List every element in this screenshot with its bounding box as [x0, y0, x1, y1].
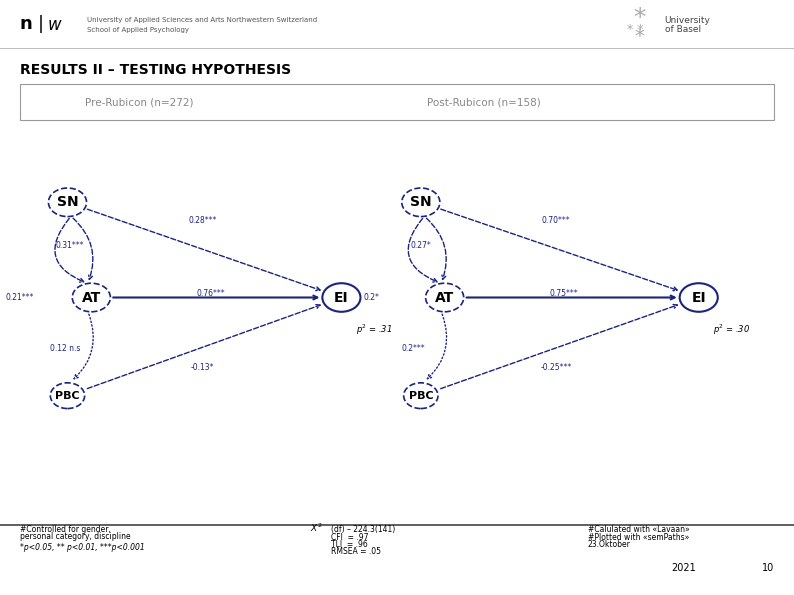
- Text: #Plotted with «semPaths»: #Plotted with «semPaths»: [588, 533, 689, 541]
- Text: RMSEA = .05: RMSEA = .05: [331, 547, 381, 556]
- Text: n: n: [20, 14, 33, 33]
- Text: $X^2$: $X^2$: [310, 522, 322, 534]
- Text: EI: EI: [334, 290, 349, 305]
- Circle shape: [50, 383, 85, 409]
- Text: University: University: [665, 15, 711, 24]
- Text: |: |: [38, 14, 44, 33]
- Text: Post-Rubicon (n=158): Post-Rubicon (n=158): [427, 98, 542, 108]
- Circle shape: [426, 283, 464, 312]
- Text: $p^2$ = .31: $p^2$ = .31: [356, 323, 392, 337]
- Text: (df) – 224.3(141): (df) – 224.3(141): [331, 525, 395, 534]
- Text: EI: EI: [692, 290, 706, 305]
- Text: *p<0.05, ** p<0.01, ***p<0.001: *p<0.05, ** p<0.01, ***p<0.001: [20, 543, 145, 552]
- Text: SN: SN: [410, 195, 432, 209]
- Text: TLI  = .96: TLI = .96: [331, 540, 368, 549]
- Text: 23.Oktober: 23.Oktober: [588, 540, 630, 549]
- Text: 0.75***: 0.75***: [549, 289, 578, 298]
- Circle shape: [72, 283, 110, 312]
- Text: 0.70***: 0.70***: [542, 215, 570, 225]
- Text: $p^2$ = .30: $p^2$ = .30: [713, 323, 750, 337]
- Text: CFI  = .97: CFI = .97: [331, 533, 368, 541]
- Text: Pre-Rubicon (n=272): Pre-Rubicon (n=272): [85, 98, 193, 108]
- Text: 0.2***: 0.2***: [401, 343, 425, 353]
- Text: School of Applied Psychology: School of Applied Psychology: [87, 27, 189, 33]
- Circle shape: [680, 283, 718, 312]
- Text: #Controlled for gender,: #Controlled for gender,: [20, 525, 110, 534]
- Circle shape: [322, 283, 360, 312]
- Text: 0.27*: 0.27*: [410, 241, 431, 250]
- Text: PBC: PBC: [55, 391, 80, 400]
- Text: AT: AT: [82, 290, 101, 305]
- Circle shape: [403, 383, 438, 409]
- Text: #Calulated with «Lavaan»: #Calulated with «Lavaan»: [588, 525, 689, 534]
- Text: w: w: [48, 15, 61, 34]
- Text: *: *: [634, 27, 644, 46]
- Text: PBC: PBC: [408, 391, 434, 400]
- Text: -0.13*: -0.13*: [191, 363, 214, 372]
- Text: 0.76***: 0.76***: [196, 289, 225, 298]
- Text: personal category, discipline: personal category, discipline: [20, 532, 130, 541]
- Text: 0.12 n.s: 0.12 n.s: [50, 343, 80, 353]
- Text: SN: SN: [56, 195, 79, 209]
- Text: 10: 10: [762, 563, 774, 573]
- Text: RESULTS II – TESTING HYPOTHESIS: RESULTS II – TESTING HYPOTHESIS: [20, 63, 291, 77]
- Circle shape: [402, 188, 440, 217]
- Text: 2021: 2021: [671, 563, 696, 573]
- Text: -0.25***: -0.25***: [540, 363, 572, 372]
- Circle shape: [48, 188, 87, 217]
- Text: 0.2*: 0.2*: [364, 293, 380, 302]
- Text: of Basel: of Basel: [665, 25, 700, 34]
- Text: *: *: [633, 6, 646, 30]
- Text: 0.28***: 0.28***: [188, 215, 217, 225]
- Text: University of Applied Sciences and Arts Northwestern Switzerland: University of Applied Sciences and Arts …: [87, 17, 318, 23]
- Text: * *: * *: [627, 23, 643, 36]
- Text: 0.31***: 0.31***: [56, 241, 84, 250]
- Text: AT: AT: [435, 290, 454, 305]
- FancyBboxPatch shape: [20, 84, 774, 120]
- Text: 0.21***: 0.21***: [6, 293, 34, 302]
